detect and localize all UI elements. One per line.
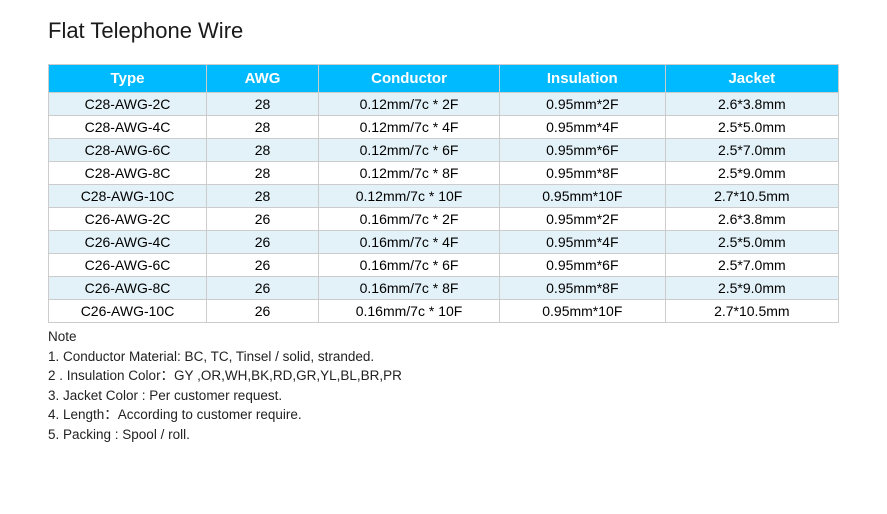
table-row: C28-AWG-4C 28 0.12mm/7c * 4F 0.95mm*4F 2… (49, 116, 839, 139)
cell-insulation: 0.95mm*6F (500, 254, 666, 277)
col-header-awg: AWG (207, 65, 319, 93)
cell-type: C28-AWG-2C (49, 93, 207, 116)
cell-conductor: 0.16mm/7c * 6F (319, 254, 500, 277)
cell-awg: 26 (207, 277, 319, 300)
page-title: Flat Telephone Wire (48, 18, 839, 44)
cell-awg: 28 (207, 93, 319, 116)
table-body: C28-AWG-2C 28 0.12mm/7c * 2F 0.95mm*2F 2… (49, 93, 839, 323)
notes-block: Note 1. Conductor Material: BC, TC, Tins… (48, 327, 839, 444)
cell-awg: 28 (207, 139, 319, 162)
cell-type: C28-AWG-6C (49, 139, 207, 162)
cell-jacket: 2.5*9.0mm (665, 277, 838, 300)
note-line: 3. Jacket Color : Per customer request. (48, 386, 839, 406)
cell-jacket: 2.5*9.0mm (665, 162, 838, 185)
cell-insulation: 0.95mm*2F (500, 208, 666, 231)
cell-jacket: 2.5*7.0mm (665, 139, 838, 162)
page-root: Flat Telephone Wire Type AWG Conductor I… (0, 0, 887, 514)
cell-jacket: 2.5*5.0mm (665, 116, 838, 139)
cell-conductor: 0.12mm/7c * 10F (319, 185, 500, 208)
table-header-row: Type AWG Conductor Insulation Jacket (49, 65, 839, 93)
cell-awg: 26 (207, 231, 319, 254)
spec-table: Type AWG Conductor Insulation Jacket C28… (48, 64, 839, 323)
col-header-jacket: Jacket (665, 65, 838, 93)
cell-conductor: 0.12mm/7c * 8F (319, 162, 500, 185)
col-header-conductor: Conductor (319, 65, 500, 93)
cell-type: C28-AWG-8C (49, 162, 207, 185)
table-row: C26-AWG-4C 26 0.16mm/7c * 4F 0.95mm*4F 2… (49, 231, 839, 254)
cell-insulation: 0.95mm*2F (500, 93, 666, 116)
cell-awg: 28 (207, 116, 319, 139)
table-row: C26-AWG-8C 26 0.16mm/7c * 8F 0.95mm*8F 2… (49, 277, 839, 300)
cell-awg: 28 (207, 162, 319, 185)
cell-type: C26-AWG-8C (49, 277, 207, 300)
cell-conductor: 0.16mm/7c * 10F (319, 300, 500, 323)
cell-type: C26-AWG-6C (49, 254, 207, 277)
cell-conductor: 0.12mm/7c * 4F (319, 116, 500, 139)
cell-jacket: 2.5*5.0mm (665, 231, 838, 254)
cell-type: C26-AWG-2C (49, 208, 207, 231)
table-row: C26-AWG-10C 26 0.16mm/7c * 10F 0.95mm*10… (49, 300, 839, 323)
cell-awg: 28 (207, 185, 319, 208)
cell-conductor: 0.16mm/7c * 8F (319, 277, 500, 300)
note-line: 4. Length：According to customer require. (48, 405, 839, 425)
cell-insulation: 0.95mm*4F (500, 116, 666, 139)
cell-conductor: 0.12mm/7c * 6F (319, 139, 500, 162)
cell-jacket: 2.7*10.5mm (665, 300, 838, 323)
cell-jacket: 2.6*3.8mm (665, 93, 838, 116)
cell-type: C26-AWG-4C (49, 231, 207, 254)
table-row: C26-AWG-2C 26 0.16mm/7c * 2F 0.95mm*2F 2… (49, 208, 839, 231)
table-row: C28-AWG-6C 28 0.12mm/7c * 6F 0.95mm*6F 2… (49, 139, 839, 162)
cell-jacket: 2.5*7.0mm (665, 254, 838, 277)
cell-insulation: 0.95mm*6F (500, 139, 666, 162)
cell-type: C28-AWG-4C (49, 116, 207, 139)
cell-awg: 26 (207, 208, 319, 231)
cell-jacket: 2.7*10.5mm (665, 185, 838, 208)
table-row: C26-AWG-6C 26 0.16mm/7c * 6F 0.95mm*6F 2… (49, 254, 839, 277)
cell-insulation: 0.95mm*10F (500, 300, 666, 323)
cell-insulation: 0.95mm*8F (500, 162, 666, 185)
cell-awg: 26 (207, 300, 319, 323)
table-row: C28-AWG-10C 28 0.12mm/7c * 10F 0.95mm*10… (49, 185, 839, 208)
col-header-type: Type (49, 65, 207, 93)
cell-type: C26-AWG-10C (49, 300, 207, 323)
cell-type: C28-AWG-10C (49, 185, 207, 208)
table-row: C28-AWG-2C 28 0.12mm/7c * 2F 0.95mm*2F 2… (49, 93, 839, 116)
cell-conductor: 0.16mm/7c * 2F (319, 208, 500, 231)
note-line: 5. Packing : Spool / roll. (48, 425, 839, 445)
cell-jacket: 2.6*3.8mm (665, 208, 838, 231)
cell-conductor: 0.12mm/7c * 2F (319, 93, 500, 116)
notes-title: Note (48, 327, 839, 347)
col-header-insulation: Insulation (500, 65, 666, 93)
cell-awg: 26 (207, 254, 319, 277)
cell-insulation: 0.95mm*10F (500, 185, 666, 208)
table-row: C28-AWG-8C 28 0.12mm/7c * 8F 0.95mm*8F 2… (49, 162, 839, 185)
cell-conductor: 0.16mm/7c * 4F (319, 231, 500, 254)
cell-insulation: 0.95mm*8F (500, 277, 666, 300)
note-line: 1. Conductor Material: BC, TC, Tinsel / … (48, 347, 839, 367)
cell-insulation: 0.95mm*4F (500, 231, 666, 254)
note-line: 2 . Insulation Color：GY ,OR,WH,BK,RD,GR,… (48, 366, 839, 386)
